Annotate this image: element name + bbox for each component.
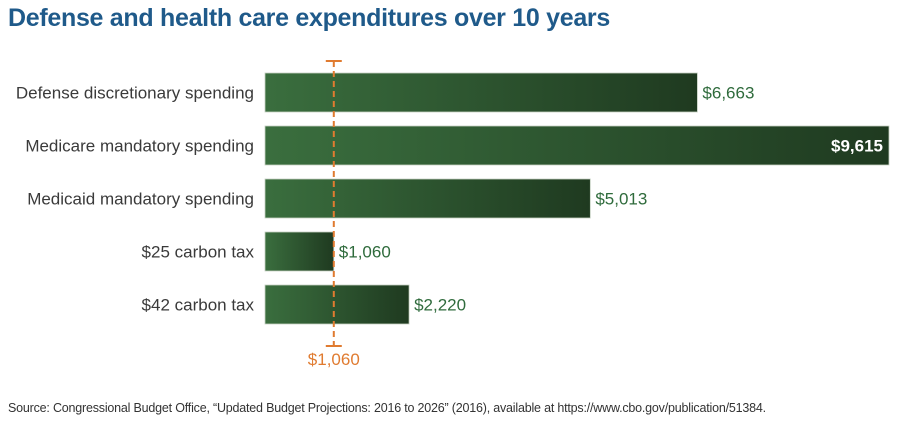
bar	[264, 231, 335, 272]
reference-label: $1,060	[308, 350, 360, 369]
value-label: $5,013	[595, 190, 647, 209]
value-label: $9,615	[831, 137, 883, 156]
value-label: $6,663	[702, 84, 754, 103]
chart-title: Defense and health care expenditures ove…	[8, 4, 610, 32]
value-label: $1,060	[339, 243, 391, 262]
category-label: $25 carbon tax	[142, 243, 255, 262]
category-label: Medicaid mandatory spending	[27, 190, 254, 209]
category-label: $42 carbon tax	[142, 296, 255, 315]
source-note: Source: Congressional Budget Office, “Up…	[8, 401, 766, 415]
bar-chart: Defense discretionary spending $6,663 Medi…	[16, 60, 890, 369]
bar	[264, 284, 410, 325]
bar	[264, 72, 698, 113]
category-label: Medicare mandatory spending	[25, 137, 254, 156]
value-label: $2,220	[414, 296, 466, 315]
bar	[264, 178, 591, 219]
bar	[264, 125, 890, 166]
category-label: Defense discretionary spending	[16, 84, 254, 103]
